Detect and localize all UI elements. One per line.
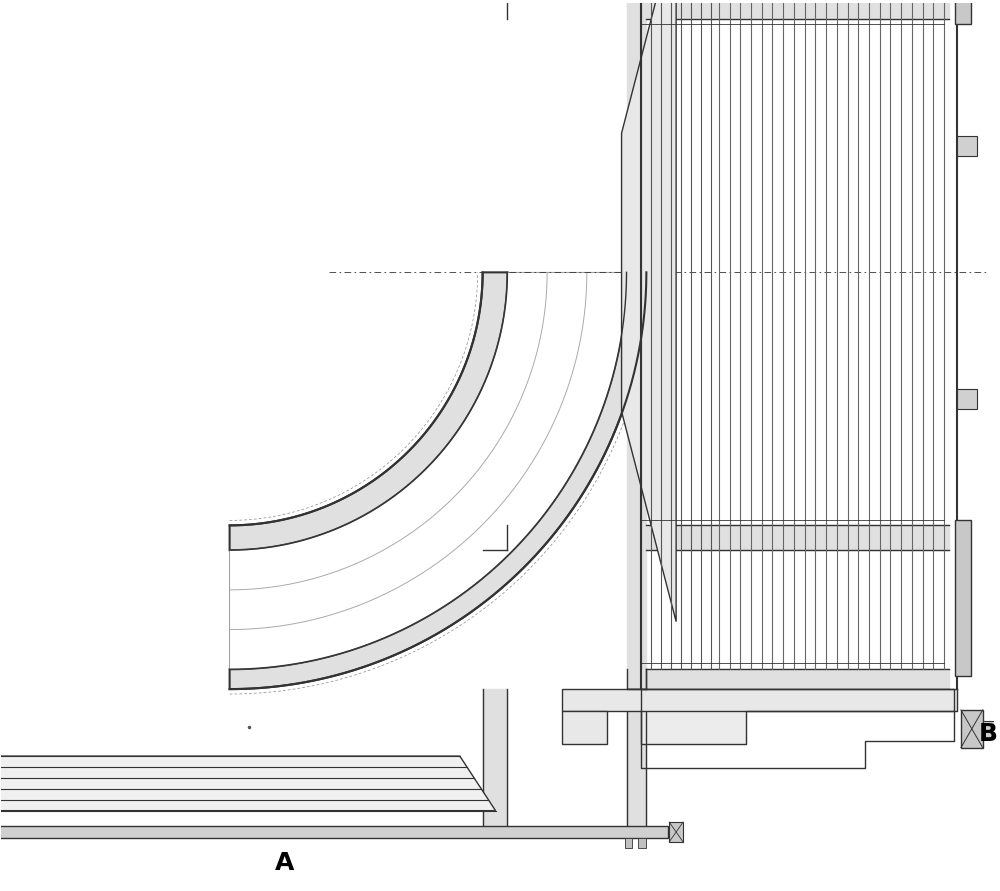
Bar	[562, 689, 954, 711]
Bar	[669, 822, 683, 842]
Bar	[983, 721, 1000, 737]
Bar	[957, 389, 977, 409]
Bar	[955, 0, 971, 24]
Polygon shape	[230, 273, 627, 669]
Bar	[562, 711, 607, 744]
Polygon shape	[230, 273, 646, 689]
Bar	[961, 710, 983, 748]
Text: A: A	[274, 851, 294, 875]
Bar	[638, 838, 646, 848]
Bar	[625, 838, 632, 848]
Text: B: B	[979, 722, 998, 746]
Bar	[955, 520, 971, 676]
Polygon shape	[230, 273, 507, 550]
Bar	[0, 826, 668, 838]
Bar	[957, 136, 977, 156]
Polygon shape	[641, 689, 957, 744]
Polygon shape	[622, 0, 676, 622]
Polygon shape	[0, 756, 496, 811]
Polygon shape	[627, 689, 646, 709]
Polygon shape	[627, 0, 646, 689]
